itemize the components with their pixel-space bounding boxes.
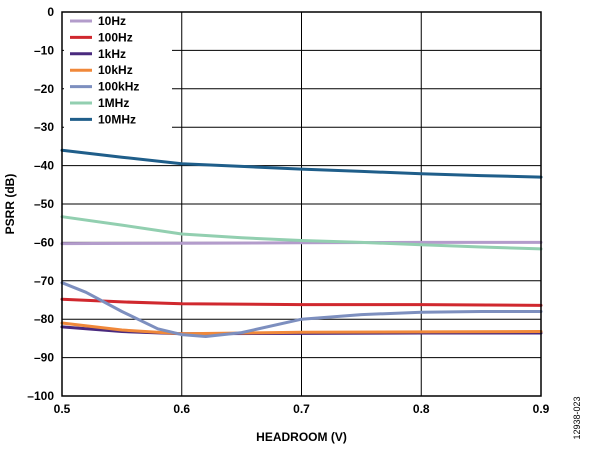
legend-box	[64, 14, 172, 132]
legend: 10Hz 100Hz 1kHz 10kHz 100kHz 1MHz 10MHz	[64, 14, 172, 132]
x-tick-label: 0.5	[54, 402, 71, 416]
series-line-10hz	[60, 240, 543, 246]
y-tick-label: –80	[34, 312, 54, 326]
legend-label-1khz: 1kHz	[98, 47, 126, 61]
series-lines	[60, 148, 543, 338]
legend-label-10hz: 10Hz	[98, 14, 126, 28]
legend-label-10khz: 10kHz	[98, 63, 133, 77]
y-tick-label: –20	[34, 82, 54, 96]
y-tick-label: –90	[34, 351, 54, 365]
figure-id: 12938-023	[572, 396, 582, 439]
y-tick-label: –40	[34, 159, 54, 173]
plot-frame	[61, 11, 542, 397]
y-tick-label: –60	[34, 235, 54, 249]
legend-label-100khz: 100kHz	[98, 80, 139, 94]
y-axis-label: PSRR (dB)	[3, 174, 17, 235]
x-tick-label: 0.6	[173, 402, 190, 416]
legend-label-100hz: 100Hz	[98, 30, 133, 44]
series-line-100khz	[60, 281, 543, 338]
x-tick-labels: 0.5 0.6 0.7 0.8 0.9	[54, 402, 550, 416]
y-tick-label: –100	[27, 389, 54, 403]
y-tick-label: –50	[34, 197, 54, 211]
x-tick-label: 0.9	[533, 402, 550, 416]
series-line-100hz	[60, 297, 543, 307]
legend-label-10mhz: 10MHz	[98, 112, 136, 126]
y-tick-label: –10	[34, 43, 54, 57]
legend-label-1mhz: 1MHz	[98, 96, 129, 110]
x-tick-label: 0.7	[293, 402, 310, 416]
y-tick-labels: 0 –10 –20 –30 –40 –50 –60 –70 –80 –90 –100	[27, 5, 54, 403]
x-tick-label: 0.8	[413, 402, 430, 416]
y-tick-label: 0	[47, 5, 54, 19]
series-line-10mhz	[60, 148, 543, 179]
series-line-1mhz	[60, 215, 543, 251]
x-axis-label: HEADROOM (V)	[256, 430, 347, 444]
y-tick-label: –30	[34, 120, 54, 134]
y-tick-label: –70	[34, 274, 54, 288]
